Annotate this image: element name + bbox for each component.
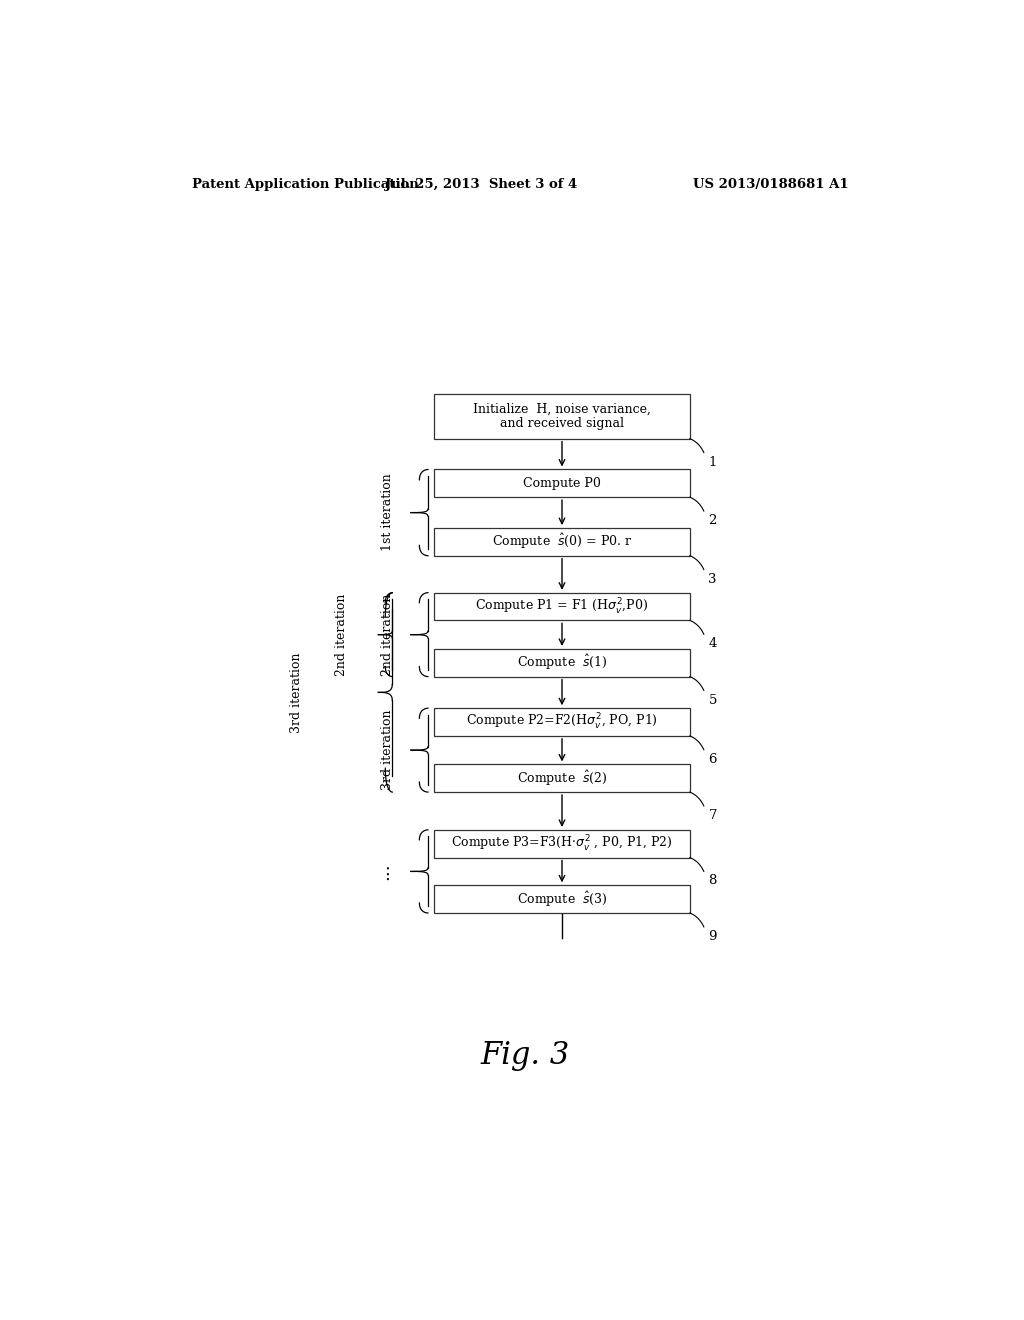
Text: 8: 8 [709, 875, 717, 887]
Text: Compute  $\hat{s}$(3): Compute $\hat{s}$(3) [517, 890, 607, 908]
Text: 1st iteration: 1st iteration [381, 474, 394, 552]
FancyBboxPatch shape [434, 764, 690, 792]
Text: Fig. 3: Fig. 3 [480, 1040, 569, 1071]
Text: 3rd iteration: 3rd iteration [291, 652, 303, 733]
FancyBboxPatch shape [434, 395, 690, 438]
FancyBboxPatch shape [434, 528, 690, 556]
Text: 3: 3 [709, 573, 717, 586]
Text: 9: 9 [709, 929, 717, 942]
Text: 1: 1 [709, 455, 717, 469]
FancyBboxPatch shape [434, 830, 690, 858]
Text: Patent Application Publication: Patent Application Publication [191, 178, 418, 190]
Text: 3rd iteration: 3rd iteration [381, 710, 394, 791]
Text: Compute  $\hat{s}$(2): Compute $\hat{s}$(2) [517, 768, 607, 788]
Text: US 2013/0188681 A1: US 2013/0188681 A1 [693, 178, 849, 190]
Text: ...: ... [375, 862, 393, 880]
FancyBboxPatch shape [434, 886, 690, 913]
Text: Compute  $\hat{s}$(0) = P0. r: Compute $\hat{s}$(0) = P0. r [492, 532, 632, 552]
Text: Initialize  H, noise variance,
and received signal: Initialize H, noise variance, and receiv… [473, 403, 651, 430]
Text: Compute P2=F2(H$\sigma_{v}^{2}$, PO, P1): Compute P2=F2(H$\sigma_{v}^{2}$, PO, P1) [466, 711, 658, 733]
FancyBboxPatch shape [434, 470, 690, 498]
Text: Compute P1 = F1 (H$\sigma_{v}^{2}$,P0): Compute P1 = F1 (H$\sigma_{v}^{2}$,P0) [475, 597, 648, 616]
FancyBboxPatch shape [434, 593, 690, 620]
Text: 2nd iteration: 2nd iteration [381, 594, 394, 676]
Text: 2: 2 [709, 515, 717, 527]
FancyBboxPatch shape [434, 649, 690, 677]
Text: 2nd iteration: 2nd iteration [335, 594, 347, 676]
Text: 5: 5 [709, 693, 717, 706]
FancyBboxPatch shape [434, 708, 690, 737]
Text: 7: 7 [709, 809, 717, 822]
Text: Compute P0: Compute P0 [523, 477, 601, 490]
Text: 4: 4 [709, 638, 717, 651]
Text: Compute P3=F3(H·$\sigma_{v}^{2}$ , P0, P1, P2): Compute P3=F3(H·$\sigma_{v}^{2}$ , P0, P… [451, 834, 673, 854]
Text: 6: 6 [709, 752, 717, 766]
Text: Compute  $\hat{s}$(1): Compute $\hat{s}$(1) [517, 653, 607, 672]
Text: Jul. 25, 2013  Sheet 3 of 4: Jul. 25, 2013 Sheet 3 of 4 [384, 178, 577, 190]
